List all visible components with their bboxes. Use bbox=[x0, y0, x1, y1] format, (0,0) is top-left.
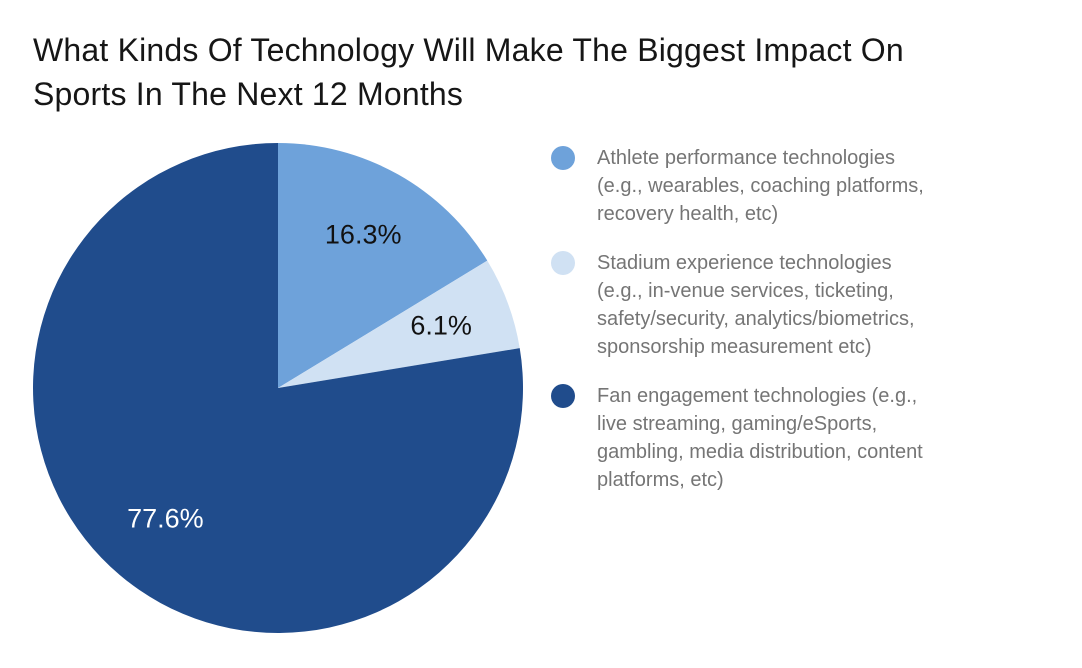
legend-swatch-icon bbox=[551, 146, 575, 170]
pie-chart: 16.3% 6.1% 77.6% bbox=[33, 143, 523, 633]
pie-slice-1 bbox=[278, 143, 488, 388]
legend-label: Athlete performance technologies (e.g., … bbox=[597, 147, 924, 225]
chart-legend: Athlete performance technologies (e.g., … bbox=[551, 144, 981, 515]
pie-data-label: 77.6% bbox=[127, 504, 204, 534]
legend-swatch-icon bbox=[551, 251, 575, 275]
legend-item-3: Fan engagement technologies (e.g., live … bbox=[551, 382, 981, 494]
legend-item-1: Athlete performance technologies (e.g., … bbox=[551, 144, 981, 228]
legend-label: Fan engagement technologies (e.g., live … bbox=[597, 385, 923, 491]
pie-slice-2 bbox=[278, 260, 520, 388]
legend-item-2: Stadium experience technologies (e.g., i… bbox=[551, 249, 981, 361]
pie-data-label: 16.3% bbox=[325, 220, 402, 250]
chart-title: What Kinds Of Technology Will Make The B… bbox=[33, 32, 904, 112]
pie-slice-3 bbox=[33, 143, 523, 633]
legend-swatch-icon bbox=[551, 384, 575, 408]
pie-data-label: 6.1% bbox=[410, 311, 472, 341]
legend-label: Stadium experience technologies (e.g., i… bbox=[597, 252, 915, 358]
